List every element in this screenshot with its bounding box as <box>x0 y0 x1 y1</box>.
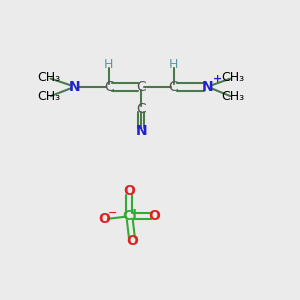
Text: N: N <box>69 80 81 94</box>
Text: H: H <box>169 58 178 71</box>
Text: O: O <box>126 234 138 248</box>
Text: CH₃: CH₃ <box>221 71 244 84</box>
Text: +: + <box>212 74 222 84</box>
Text: H: H <box>104 58 113 71</box>
Text: O: O <box>148 209 160 223</box>
Text: CH₃: CH₃ <box>37 91 60 103</box>
Text: C: C <box>104 80 114 94</box>
Text: N: N <box>202 80 213 94</box>
Text: O: O <box>124 184 135 198</box>
Text: O: O <box>98 212 110 226</box>
Text: −: − <box>108 208 117 218</box>
Text: CH₃: CH₃ <box>221 91 244 103</box>
Text: N: N <box>135 124 147 138</box>
Text: CH₃: CH₃ <box>37 71 60 84</box>
Text: C: C <box>136 102 146 116</box>
Text: C: C <box>136 80 146 94</box>
Text: C: C <box>169 80 178 94</box>
Text: Cl: Cl <box>122 209 137 223</box>
